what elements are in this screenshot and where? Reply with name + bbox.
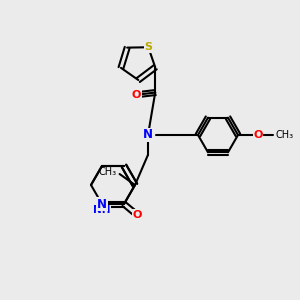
Text: CH₃: CH₃ [98,167,117,177]
Text: O: O [132,90,141,100]
Text: N: N [97,198,107,211]
Text: S: S [144,42,152,52]
Text: O: O [253,130,262,140]
Text: NH: NH [93,205,111,215]
Text: H: H [97,208,105,218]
Text: CH₃: CH₃ [275,130,293,140]
Text: N: N [143,128,153,142]
Text: O: O [133,210,142,220]
